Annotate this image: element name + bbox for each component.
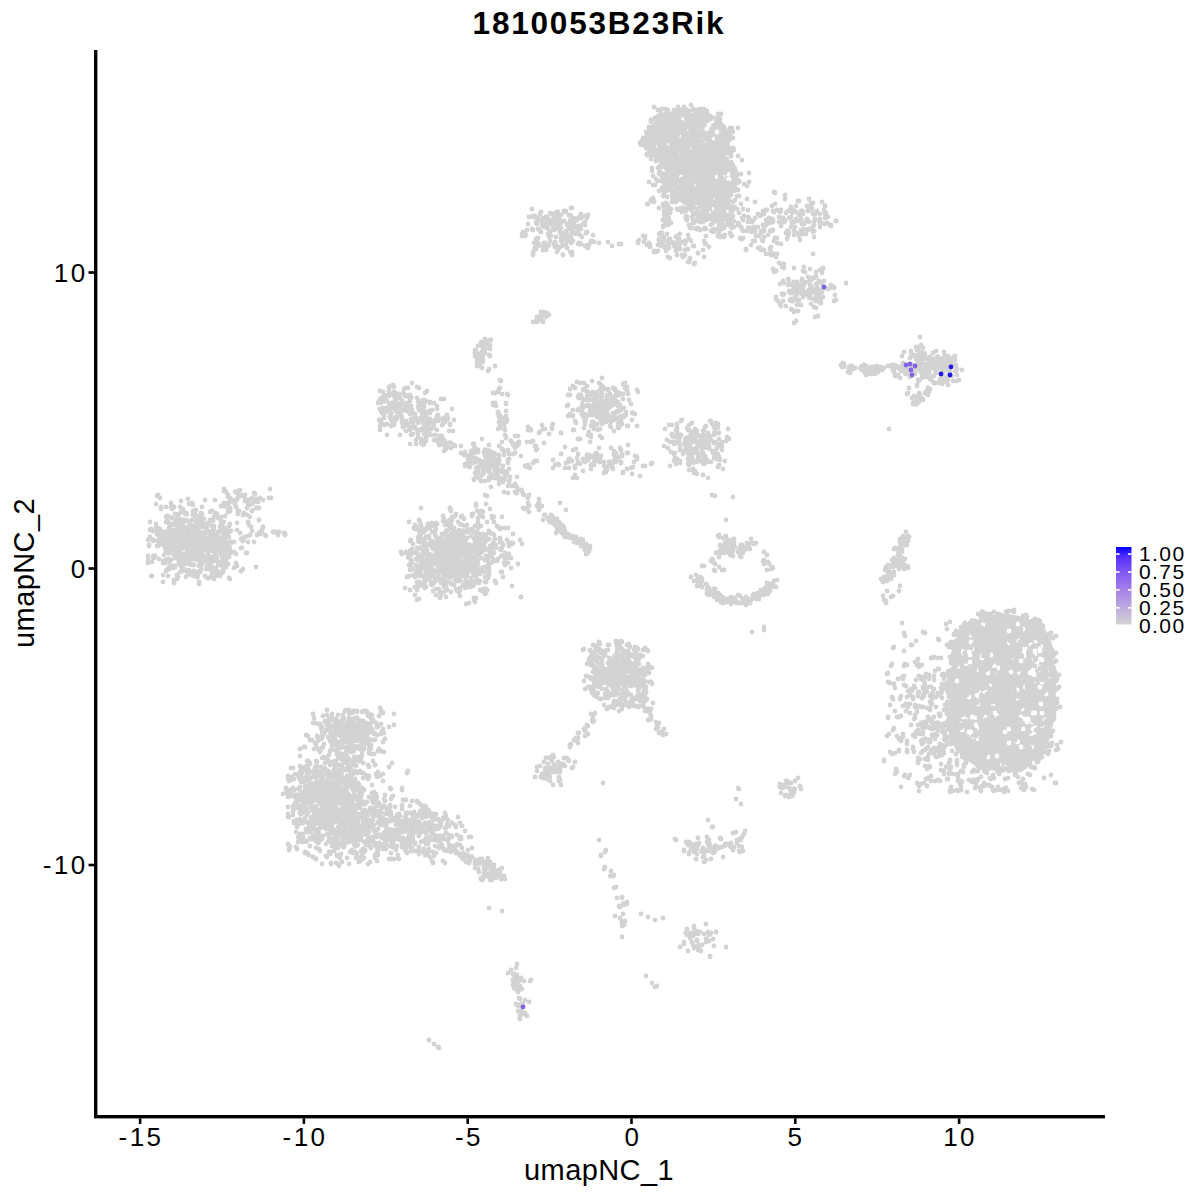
svg-text:5: 5 [788, 1122, 805, 1152]
svg-text:-10: -10 [283, 1122, 328, 1152]
svg-text:10: 10 [943, 1122, 977, 1152]
svg-text:-15: -15 [119, 1122, 164, 1152]
svg-text:-5: -5 [455, 1122, 483, 1152]
svg-text:0: 0 [71, 554, 88, 584]
svg-text:umapNC_1: umapNC_1 [524, 1154, 674, 1186]
svg-text:-10: -10 [43, 850, 88, 880]
svg-text:umapNC_2: umapNC_2 [8, 498, 40, 648]
svg-text:10: 10 [54, 258, 88, 288]
svg-text:0: 0 [625, 1122, 642, 1152]
svg-text:0.00: 0.00 [1139, 614, 1185, 637]
svg-text:1810053B23Rik: 1810053B23Rik [473, 5, 726, 41]
